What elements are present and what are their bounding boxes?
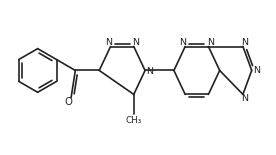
Text: N: N: [105, 38, 112, 47]
Text: O: O: [65, 97, 73, 107]
Text: CH₃: CH₃: [126, 116, 142, 125]
Text: N: N: [242, 38, 248, 47]
Text: N: N: [242, 94, 248, 103]
Text: N: N: [253, 66, 260, 75]
Text: N: N: [207, 38, 214, 47]
Text: N: N: [180, 38, 187, 47]
Text: N: N: [132, 38, 139, 47]
Text: N: N: [146, 67, 153, 76]
